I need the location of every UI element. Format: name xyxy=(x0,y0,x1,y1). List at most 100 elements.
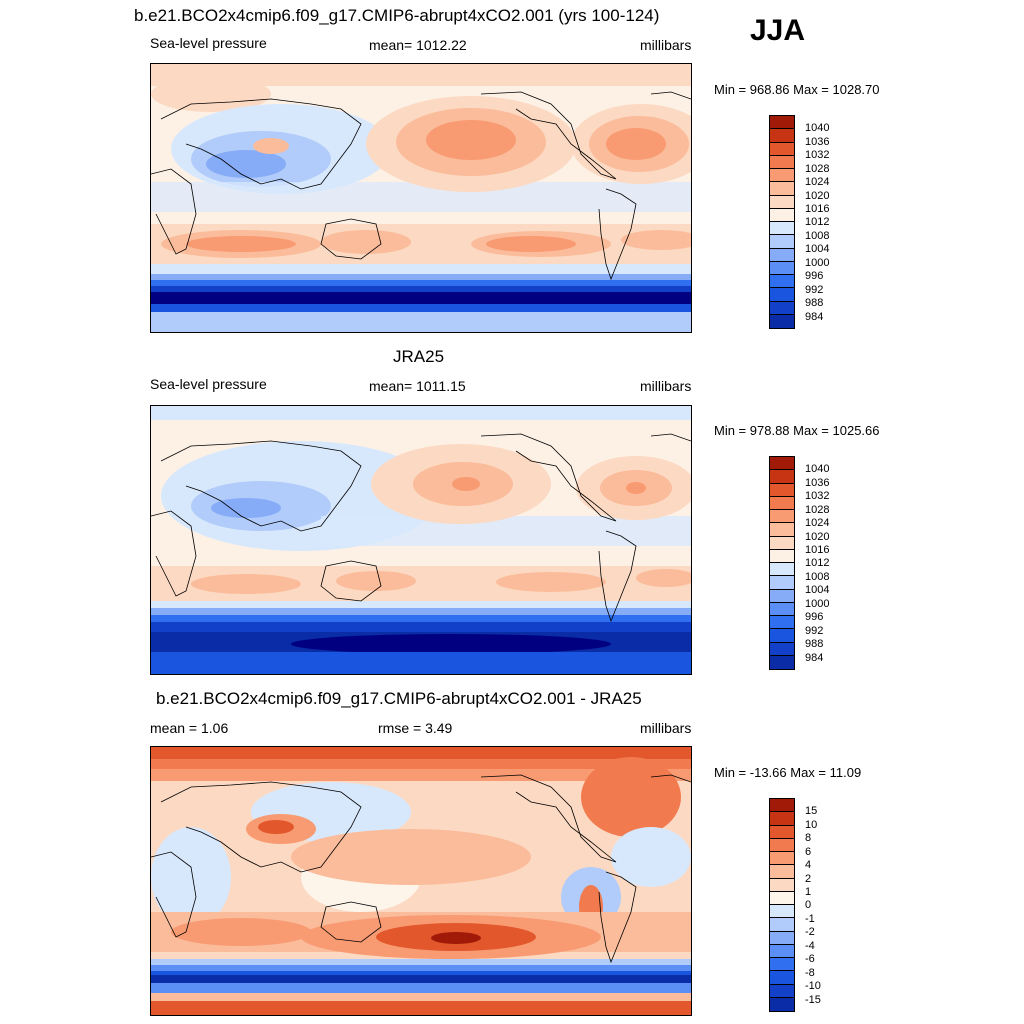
panel3-cbar-label: -15 xyxy=(805,994,821,1006)
colorbar-swatch xyxy=(770,314,794,328)
panel3-cbar-label: -1 xyxy=(805,913,815,925)
panel1-cbar-label: 1036 xyxy=(805,136,830,148)
colorbar-swatch xyxy=(770,470,794,484)
colorbar-swatch xyxy=(770,142,794,156)
colorbar-swatch xyxy=(770,576,794,590)
colorbar-swatch xyxy=(770,838,794,852)
panel3-cbar-label: 8 xyxy=(805,832,812,844)
colorbar-swatch xyxy=(770,116,794,130)
colorbar-swatch xyxy=(770,208,794,222)
panel2-cbar-label: 1024 xyxy=(805,517,830,529)
colorbar-swatch xyxy=(770,616,794,630)
panel1-map xyxy=(150,63,692,333)
panel2-cbar-label: 1040 xyxy=(805,463,830,475)
colorbar-swatch xyxy=(770,523,794,537)
colorbar-swatch xyxy=(770,971,794,985)
colorbar-swatch xyxy=(770,301,794,315)
colorbar-swatch xyxy=(770,169,794,183)
colorbar-swatch xyxy=(770,182,794,196)
panel3-minmax-label: Min = -13.66 Max = 11.09 xyxy=(714,765,862,780)
panel3-cbar-label: 4 xyxy=(805,859,812,871)
panel2-minmax-label: Min = 978.88 Max = 1025.66 xyxy=(714,423,880,438)
panel1-minmax-label: Min = 968.86 Max = 1028.70 xyxy=(714,82,880,97)
colorbar-swatch xyxy=(770,891,794,905)
panel2-cbar-label: 1016 xyxy=(805,544,830,556)
colorbar-swatch xyxy=(770,997,794,1011)
panel1-variable-label: Sea-level pressure xyxy=(150,35,267,51)
colorbar-swatch xyxy=(770,222,794,236)
colorbar-swatch xyxy=(770,984,794,998)
panel2-title: JRA25 xyxy=(393,347,445,366)
panel1-units-label: millibars xyxy=(640,37,692,53)
colorbar-swatch xyxy=(770,931,794,945)
colorbar-swatch xyxy=(770,536,794,550)
colorbar-swatch xyxy=(770,563,794,577)
colorbar-swatch xyxy=(770,655,794,669)
panel1-mean-label: mean= 1012.22 xyxy=(369,37,467,53)
colorbar-swatch xyxy=(770,865,794,879)
panel1-cbar-label: 1012 xyxy=(805,216,830,228)
panel1-cbar-label: 984 xyxy=(805,311,824,323)
season-label: JJA xyxy=(750,14,806,47)
panel2-colorbar xyxy=(769,456,795,670)
panel2-cbar-label: 1004 xyxy=(805,584,830,596)
panel1-cbar-label: 1020 xyxy=(805,190,830,202)
colorbar-swatch xyxy=(770,799,794,813)
panel3-cbar-label: -10 xyxy=(805,980,821,992)
panel3-cbar-label: 2 xyxy=(805,873,812,885)
panel2-cbar-label: 1036 xyxy=(805,477,830,489)
panel1-colorbar xyxy=(769,115,795,329)
panel3-cbar-label: -8 xyxy=(805,967,815,979)
panel2-variable-label: Sea-level pressure xyxy=(150,376,267,392)
panel1-cbar-label: 1016 xyxy=(805,203,830,215)
colorbar-swatch xyxy=(770,235,794,249)
colorbar-swatch xyxy=(770,629,794,643)
panel2-cbar-label: 996 xyxy=(805,611,824,623)
colorbar-swatch xyxy=(770,496,794,510)
colorbar-swatch xyxy=(770,483,794,497)
colorbar-swatch xyxy=(770,642,794,656)
panel3-cbar-label: -2 xyxy=(805,926,815,938)
panel3-map xyxy=(150,746,692,1016)
colorbar-swatch xyxy=(770,288,794,302)
panel3-cbar-label: 15 xyxy=(805,805,818,817)
colorbar-swatch xyxy=(770,155,794,169)
panel3-cbar-label: -6 xyxy=(805,953,815,965)
colorbar-swatch xyxy=(770,195,794,209)
panel2-cbar-label: 1012 xyxy=(805,557,830,569)
panel3-colorbar xyxy=(769,798,795,1012)
colorbar-swatch xyxy=(770,825,794,839)
colorbar-swatch xyxy=(770,261,794,275)
colorbar-swatch xyxy=(770,812,794,826)
panel1-cbar-label: 988 xyxy=(805,297,824,309)
panel2-cbar-label: 1032 xyxy=(805,490,830,502)
panel3-cbar-label: -4 xyxy=(805,940,815,952)
colorbar-swatch xyxy=(770,852,794,866)
panel1-cbar-label: 1040 xyxy=(805,122,830,134)
panel1-cbar-label: 1008 xyxy=(805,230,830,242)
panel2-cbar-label: 1000 xyxy=(805,598,830,610)
colorbar-swatch xyxy=(770,878,794,892)
colorbar-swatch xyxy=(770,457,794,471)
colorbar-swatch xyxy=(770,248,794,262)
panel3-cbar-label: 10 xyxy=(805,819,818,831)
colorbar-swatch xyxy=(770,510,794,524)
panel1-cbar-label: 1024 xyxy=(805,176,830,188)
colorbar-swatch xyxy=(770,602,794,616)
colorbar-swatch xyxy=(770,918,794,932)
panel2-cbar-label: 984 xyxy=(805,652,824,664)
panel3-units-label: millibars xyxy=(640,720,692,736)
colorbar-swatch xyxy=(770,944,794,958)
panel2-units-label: millibars xyxy=(640,378,692,394)
panel2-cbar-label: 992 xyxy=(805,625,824,637)
colorbar-swatch xyxy=(770,589,794,603)
panel1-cbar-label: 996 xyxy=(805,270,824,282)
panel2-cbar-label: 1028 xyxy=(805,504,830,516)
colorbar-swatch xyxy=(770,129,794,143)
panel3-mean-label: mean = 1.06 xyxy=(150,720,229,736)
panel2-cbar-label: 1020 xyxy=(805,531,830,543)
panel1-title: b.e21.BCO2x4cmip6.f09_g17.CMIP6-abrupt4x… xyxy=(134,6,660,25)
panel1-cbar-label: 992 xyxy=(805,284,824,296)
panel1-cbar-label: 1000 xyxy=(805,257,830,269)
panel2-map xyxy=(150,405,692,675)
